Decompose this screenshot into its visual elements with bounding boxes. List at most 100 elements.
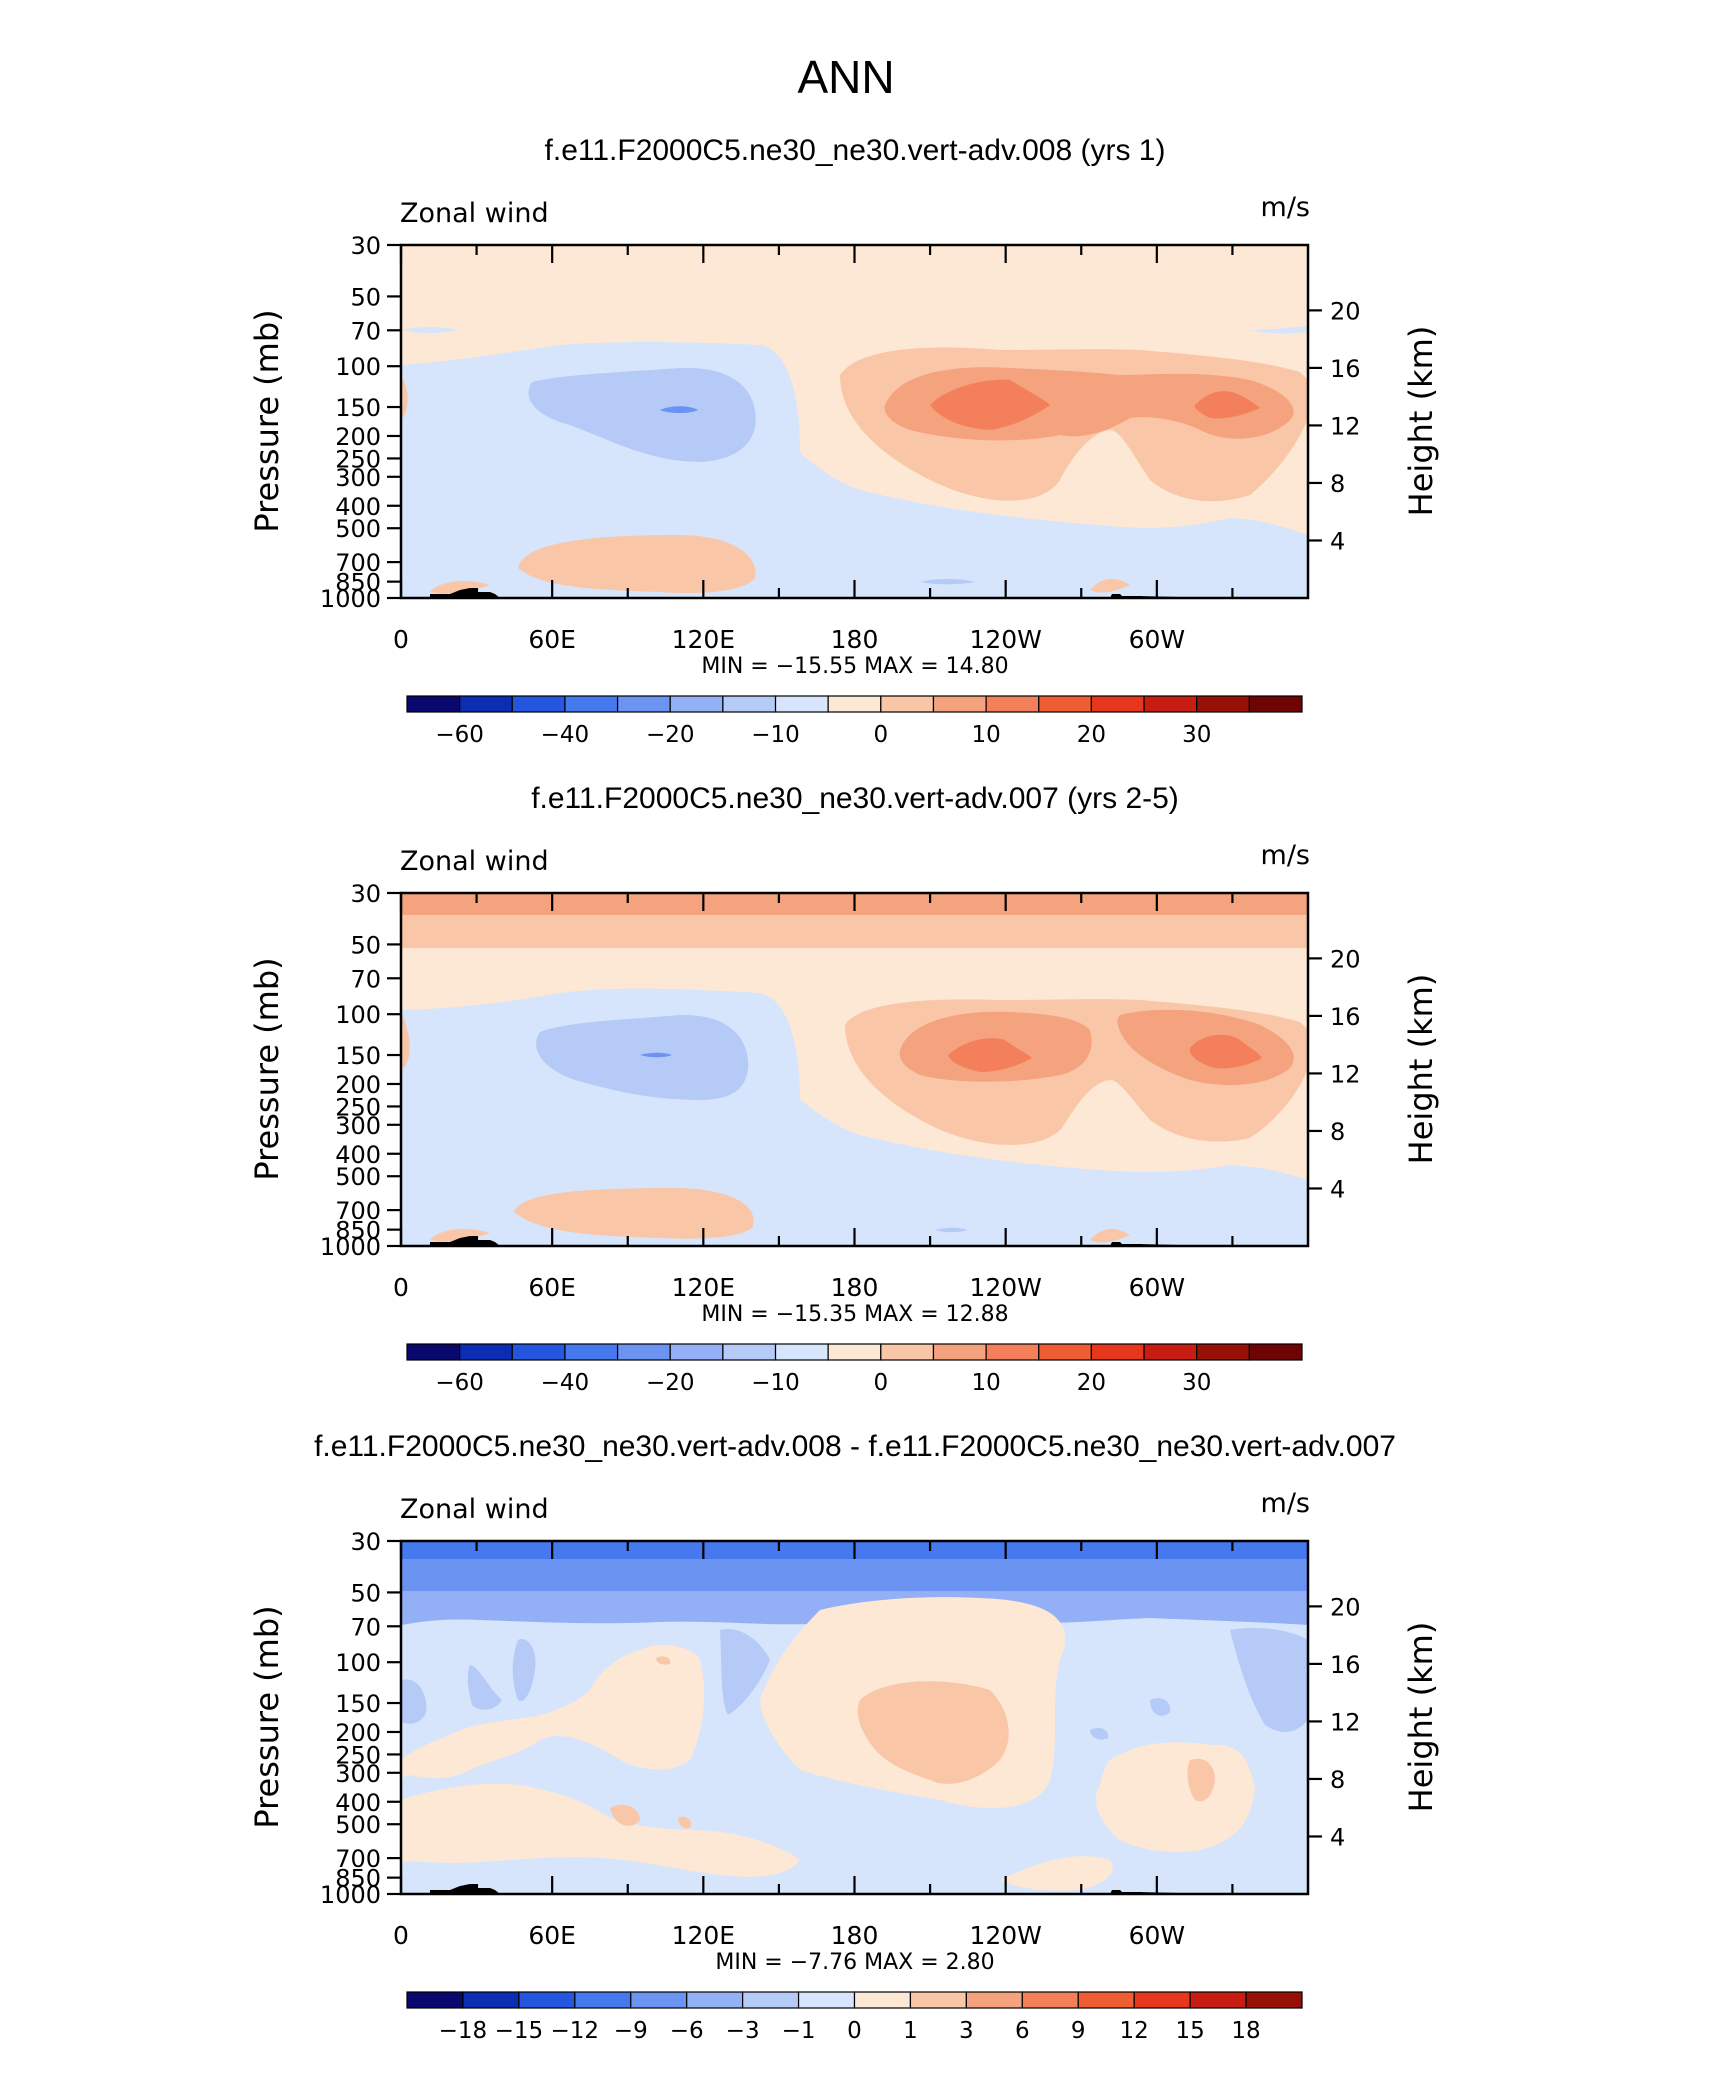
y-tick-label: 250 <box>335 1741 381 1769</box>
colorbar-box <box>1196 1343 1250 1361</box>
y-tick-label-right: 8 <box>1330 470 1345 498</box>
panel-difference: f.e11.F2000C5.ne30_ne30.vert-adv.008 - f… <box>248 1430 1440 2044</box>
y-tick-label: 150 <box>335 1690 381 1718</box>
colorbar-label: 0 <box>874 722 889 748</box>
contour-band <box>401 1679 427 1724</box>
panel-title: f.e11.F2000C5.ne30_ne30.vert-adv.008 - f… <box>314 1430 1396 1463</box>
x-tick-label: 0 <box>393 1273 409 1302</box>
contour-band <box>401 1012 410 1070</box>
y-tick-label: 100 <box>335 1649 381 1677</box>
colorbar-label: 0 <box>847 2018 862 2044</box>
x-tick-label: 120E <box>672 1273 736 1302</box>
y-tick-label: 400 <box>335 1789 381 1817</box>
colorbar-label: 0 <box>874 1370 889 1396</box>
colorbar-box <box>1196 695 1250 713</box>
colorbar-box <box>459 695 513 713</box>
colorbar-box <box>932 1343 987 1361</box>
y-tick-label: 150 <box>335 1042 381 1070</box>
colorbar-box <box>797 1991 856 2009</box>
y-tick-label-right: 20 <box>1330 945 1361 973</box>
y-tick-label-right: 20 <box>1330 297 1361 325</box>
units-label: m/s <box>1261 1488 1310 1519</box>
contour-band <box>678 1816 692 1829</box>
colorbar-label: −20 <box>646 1370 695 1396</box>
colorbar-label: −40 <box>541 722 590 748</box>
colorbar-box <box>1090 695 1145 713</box>
colorbar-box <box>722 695 777 713</box>
colorbar-label: 30 <box>1182 722 1211 748</box>
colorbar-box <box>669 695 724 713</box>
y-tick-label-right: 4 <box>1330 527 1345 555</box>
colorbar-box <box>1038 1343 1093 1361</box>
y-tick-label-right: 12 <box>1330 412 1361 440</box>
x-tick-label: 60W <box>1129 1273 1186 1302</box>
contour-band <box>948 1038 1032 1072</box>
colorbar-box <box>742 1991 800 2009</box>
colorbar-box <box>406 1343 461 1361</box>
y-tick-label: 700 <box>335 1845 381 1873</box>
panel-title: f.e11.F2000C5.ne30_ne30.vert-adv.008 (yr… <box>545 134 1166 167</box>
y-tick-label: 300 <box>335 1760 381 1788</box>
colorbar-label: −60 <box>435 722 484 748</box>
colorbar-box <box>518 1991 576 2009</box>
contour-band <box>430 1228 490 1242</box>
y-tick-label: 70 <box>350 1613 381 1641</box>
colorbar-box <box>1133 1991 1191 2009</box>
y-tick-label-right: 8 <box>1330 1766 1345 1794</box>
colorbar-box <box>965 1991 1023 2009</box>
colorbar-label: −10 <box>751 722 800 748</box>
contour-band <box>401 1644 705 1779</box>
units-label: m/s <box>1261 192 1310 223</box>
colorbar-label: 10 <box>971 1370 1000 1396</box>
y-axis-label: Pressure (mb) <box>248 309 286 532</box>
y-tick-label: 1000 <box>320 1881 381 1909</box>
colorbar-box <box>1143 1343 1198 1361</box>
colorbar-box <box>574 1991 632 2009</box>
y-axis-label: Pressure (mb) <box>248 957 286 1180</box>
colorbar-box <box>827 695 882 713</box>
colorbar-box <box>1245 1991 1303 2009</box>
y-tick-label-right: 20 <box>1330 1593 1361 1621</box>
y-tick-label: 500 <box>335 515 381 543</box>
colorbar-label: 15 <box>1175 2018 1204 2044</box>
y-tick-label-right: 12 <box>1330 1708 1361 1736</box>
y-tick-label-right: 4 <box>1330 1175 1345 1203</box>
y-tick-label: 70 <box>350 317 381 345</box>
y-tick-label: 200 <box>335 1071 381 1099</box>
y-tick-label: 850 <box>335 1865 381 1893</box>
colorbar-label: 20 <box>1077 722 1106 748</box>
colorbar-label: −9 <box>614 2018 648 2044</box>
x-tick-label: 0 <box>393 625 409 654</box>
x-tick-label: 60W <box>1129 625 1186 654</box>
contour-band <box>401 915 1308 948</box>
y-tick-label: 30 <box>350 232 381 260</box>
colorbar-label: −18 <box>439 2018 488 2044</box>
y-tick-label: 700 <box>335 549 381 577</box>
colorbar-box <box>459 1343 513 1361</box>
x-tick-label: 0 <box>393 1921 409 1950</box>
colorbar-box <box>1248 695 1303 713</box>
colorbar-box <box>1189 1991 1247 2009</box>
contour-band <box>1090 1228 1130 1243</box>
colorbar-box <box>1090 1343 1145 1361</box>
colorbar-box <box>406 1991 464 2009</box>
contour-band <box>430 580 490 594</box>
y-axis-label-right: Height (km) <box>1402 326 1440 517</box>
colorbar-label: 6 <box>1015 2018 1030 2044</box>
min-max-stats: MIN = −15.55 MAX = 14.80 <box>701 654 1008 679</box>
y-tick-label: 50 <box>350 931 381 959</box>
colorbar-label: 3 <box>959 2018 974 2044</box>
colorbar-label: 20 <box>1077 1370 1106 1396</box>
y-tick-label: 500 <box>335 1811 381 1839</box>
colorbar-label: −15 <box>495 2018 544 2044</box>
colorbar-label: −10 <box>751 1370 800 1396</box>
contour-band <box>1150 1698 1171 1716</box>
y-tick-label: 400 <box>335 1141 381 1169</box>
contour-band <box>467 1665 502 1710</box>
y-tick-label: 70 <box>350 965 381 993</box>
y-axis-label: Pressure (mb) <box>248 1605 286 1828</box>
colorbar-box <box>1248 1343 1303 1361</box>
colorbar-box <box>985 1343 1040 1361</box>
colorbar-label: −20 <box>646 722 695 748</box>
contour-band <box>528 367 756 462</box>
